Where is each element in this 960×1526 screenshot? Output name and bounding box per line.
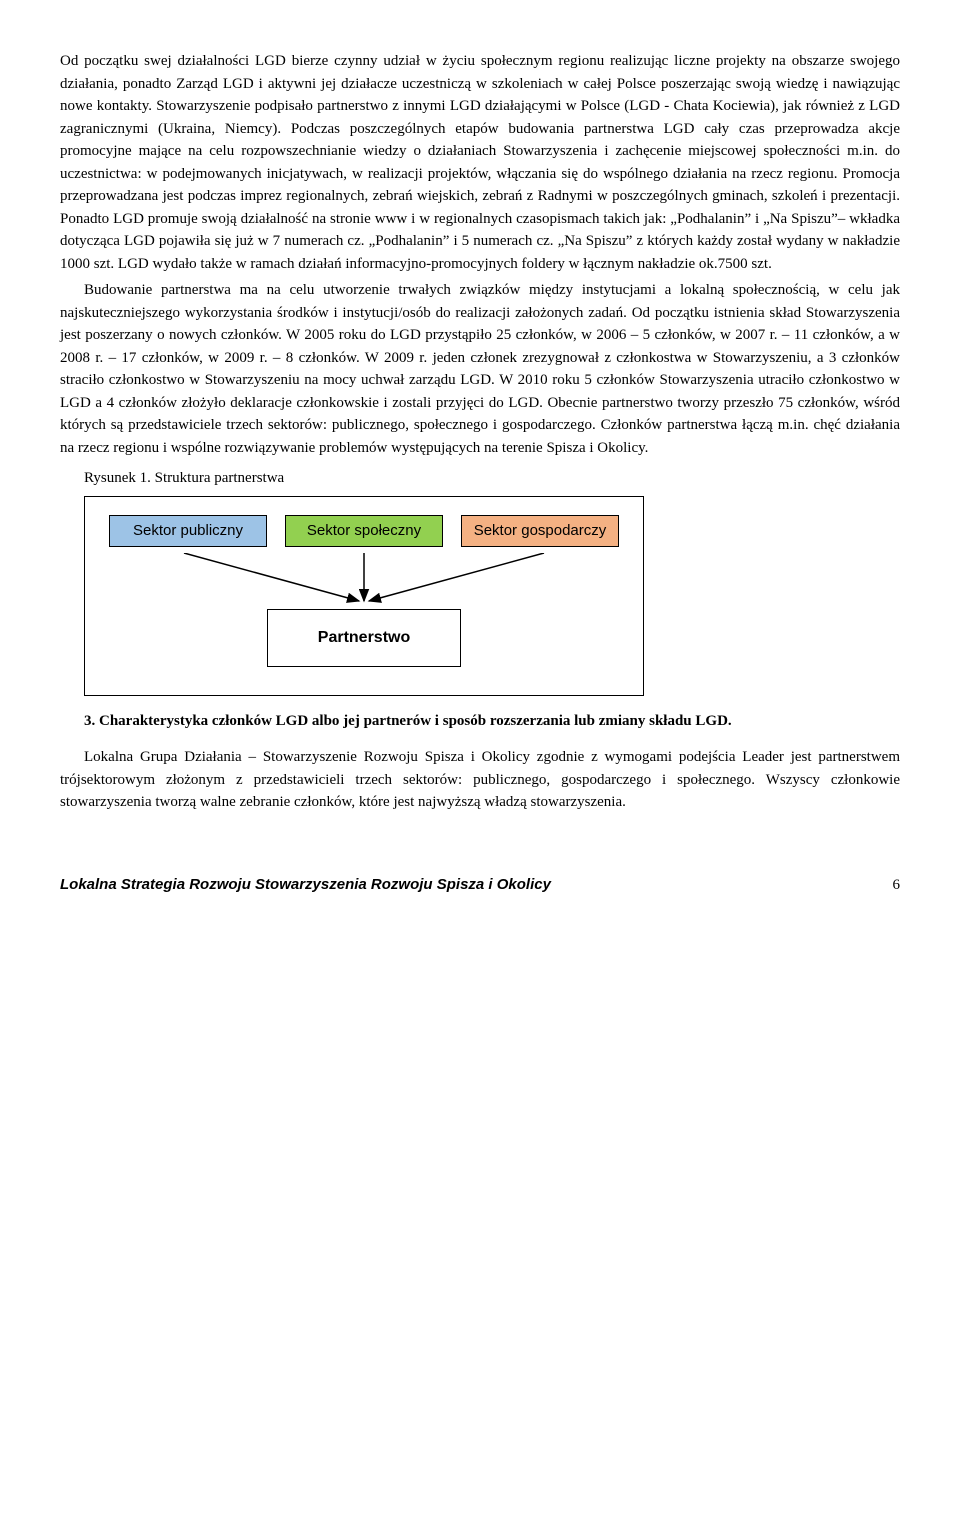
partnership-structure-diagram: Sektor publiczny Sektor społeczny Sektor… xyxy=(84,496,644,696)
section-heading-3: 3. Charakterystyka członków LGD albo jej… xyxy=(84,710,900,733)
section-title: Charakterystyka członków LGD albo jej pa… xyxy=(99,713,732,729)
section-number: 3. xyxy=(84,713,95,729)
paragraph-3: Lokalna Grupa Działania – Stowarzyszenie… xyxy=(60,746,900,814)
paragraph-2: Budowanie partnerstwa ma na celu utworze… xyxy=(60,279,900,459)
page-footer: Lokalna Strategia Rozwoju Stowarzyszenia… xyxy=(60,874,900,897)
partnership-box: Partnerstwo xyxy=(267,609,461,667)
sector-row: Sektor publiczny Sektor społeczny Sektor… xyxy=(109,515,619,547)
sector-economic-box: Sektor gospodarczy xyxy=(461,515,619,547)
sector-public-box: Sektor publiczny xyxy=(109,515,267,547)
paragraph-1: Od początku swej działalności LGD bierze… xyxy=(60,50,900,275)
diagram-arrows xyxy=(109,553,619,609)
sector-social-box: Sektor społeczny xyxy=(285,515,443,547)
footer-page-number: 6 xyxy=(893,874,901,897)
footer-document-title: Lokalna Strategia Rozwoju Stowarzyszenia… xyxy=(60,874,551,897)
figure-caption: Rysunek 1. Struktura partnerstwa xyxy=(84,467,900,490)
